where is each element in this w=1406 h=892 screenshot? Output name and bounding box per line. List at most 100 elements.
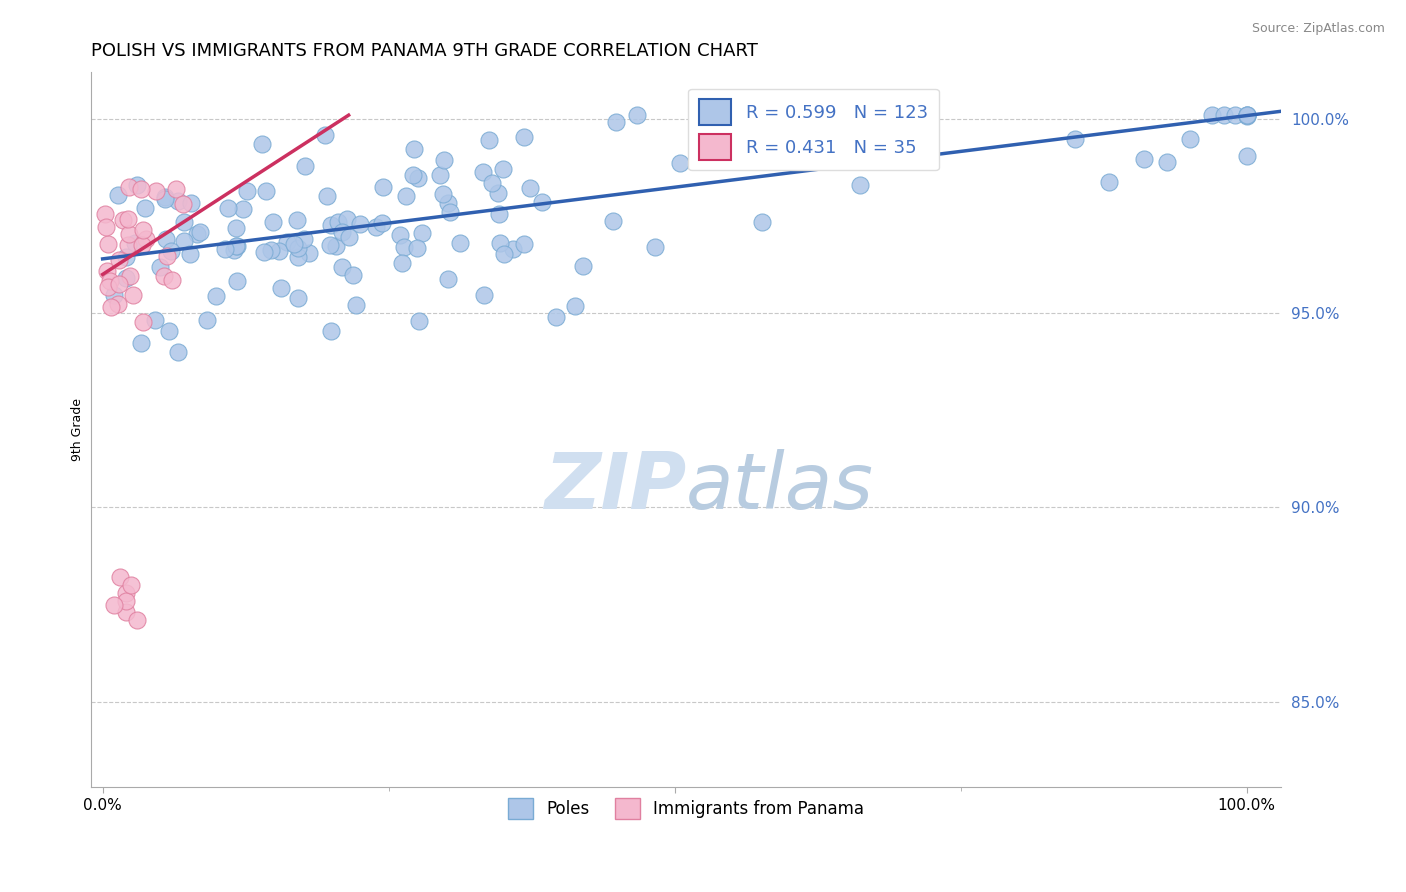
Point: [173, 215, 195, 229]
Point: [546, 310, 568, 324]
Point: [122, 288, 145, 302]
Point: [439, 204, 461, 219]
Point: [127, 178, 149, 193]
Point: [406, 171, 429, 186]
Point: [120, 578, 142, 592]
Point: [436, 272, 458, 286]
Point: [97, 237, 120, 252]
Point: [626, 108, 648, 122]
Point: [388, 227, 411, 242]
Point: [118, 268, 141, 283]
Point: [433, 153, 456, 167]
Point: [270, 281, 292, 295]
Point: [292, 232, 315, 246]
Point: [502, 243, 524, 257]
Point: [349, 217, 371, 231]
Legend: Poles, Immigrants from Panama: Poles, Immigrants from Panama: [502, 791, 870, 825]
Point: [98, 274, 121, 288]
Point: [114, 593, 136, 607]
Point: [316, 189, 339, 203]
Point: [117, 237, 139, 252]
Text: POLISH VS IMMIGRANTS FROM PANAMA 9TH GRADE CORRELATION CHART: POLISH VS IMMIGRANTS FROM PANAMA 9TH GRA…: [91, 42, 758, 60]
Point: [1133, 152, 1156, 166]
Point: [129, 336, 152, 351]
Point: [531, 194, 554, 209]
Point: [644, 240, 666, 254]
Point: [602, 213, 624, 227]
Point: [285, 213, 308, 227]
Point: [195, 313, 218, 327]
Point: [131, 223, 153, 237]
Point: [1098, 175, 1121, 189]
Point: [605, 115, 627, 129]
Y-axis label: 9th Grade: 9th Grade: [72, 399, 84, 461]
Point: [328, 214, 350, 228]
Point: [371, 179, 394, 194]
Point: [432, 186, 454, 201]
Point: [344, 298, 367, 312]
Point: [217, 202, 239, 216]
Point: [1212, 108, 1234, 122]
Point: [669, 155, 692, 169]
Point: [186, 227, 208, 242]
Point: [1178, 132, 1201, 146]
Point: [751, 215, 773, 229]
Point: [114, 250, 136, 264]
Point: [371, 215, 394, 229]
Point: [512, 130, 534, 145]
Point: [134, 201, 156, 215]
Point: [103, 598, 125, 612]
Point: [337, 230, 360, 244]
Point: [173, 234, 195, 248]
Point: [319, 238, 342, 252]
Point: [486, 186, 509, 201]
Point: [488, 207, 510, 221]
Point: [225, 239, 247, 253]
Point: [472, 288, 495, 302]
Point: [96, 264, 118, 278]
Point: [294, 159, 316, 173]
Point: [131, 238, 153, 252]
Point: [205, 289, 228, 303]
Point: [145, 184, 167, 198]
Point: [298, 246, 321, 260]
Point: [481, 176, 503, 190]
Point: [114, 586, 136, 600]
Point: [891, 133, 914, 147]
Point: [429, 169, 451, 183]
Point: [180, 195, 202, 210]
Point: [100, 301, 122, 315]
Point: [225, 238, 247, 252]
Point: [108, 570, 131, 584]
Point: [406, 241, 429, 255]
Point: [478, 133, 501, 147]
Point: [236, 184, 259, 198]
Point: [1236, 108, 1258, 122]
Point: [849, 178, 872, 192]
Text: Source: ZipAtlas.com: Source: ZipAtlas.com: [1251, 22, 1385, 36]
Point: [472, 164, 495, 178]
Point: [118, 227, 141, 241]
Point: [411, 227, 433, 241]
Point: [135, 232, 157, 246]
Point: [321, 325, 343, 339]
Point: [232, 202, 254, 216]
Point: [125, 613, 148, 627]
Point: [94, 207, 117, 221]
Point: [253, 245, 276, 260]
Point: [225, 221, 247, 235]
Point: [449, 236, 471, 251]
Point: [103, 288, 125, 302]
Point: [167, 194, 190, 209]
Point: [492, 247, 515, 261]
Point: [155, 232, 177, 246]
Point: [155, 249, 177, 263]
Point: [330, 260, 353, 274]
Point: [149, 260, 172, 274]
Point: [214, 242, 236, 256]
Point: [408, 314, 430, 328]
Point: [391, 256, 413, 270]
Point: [167, 345, 190, 359]
Point: [325, 238, 347, 252]
Point: [519, 181, 541, 195]
